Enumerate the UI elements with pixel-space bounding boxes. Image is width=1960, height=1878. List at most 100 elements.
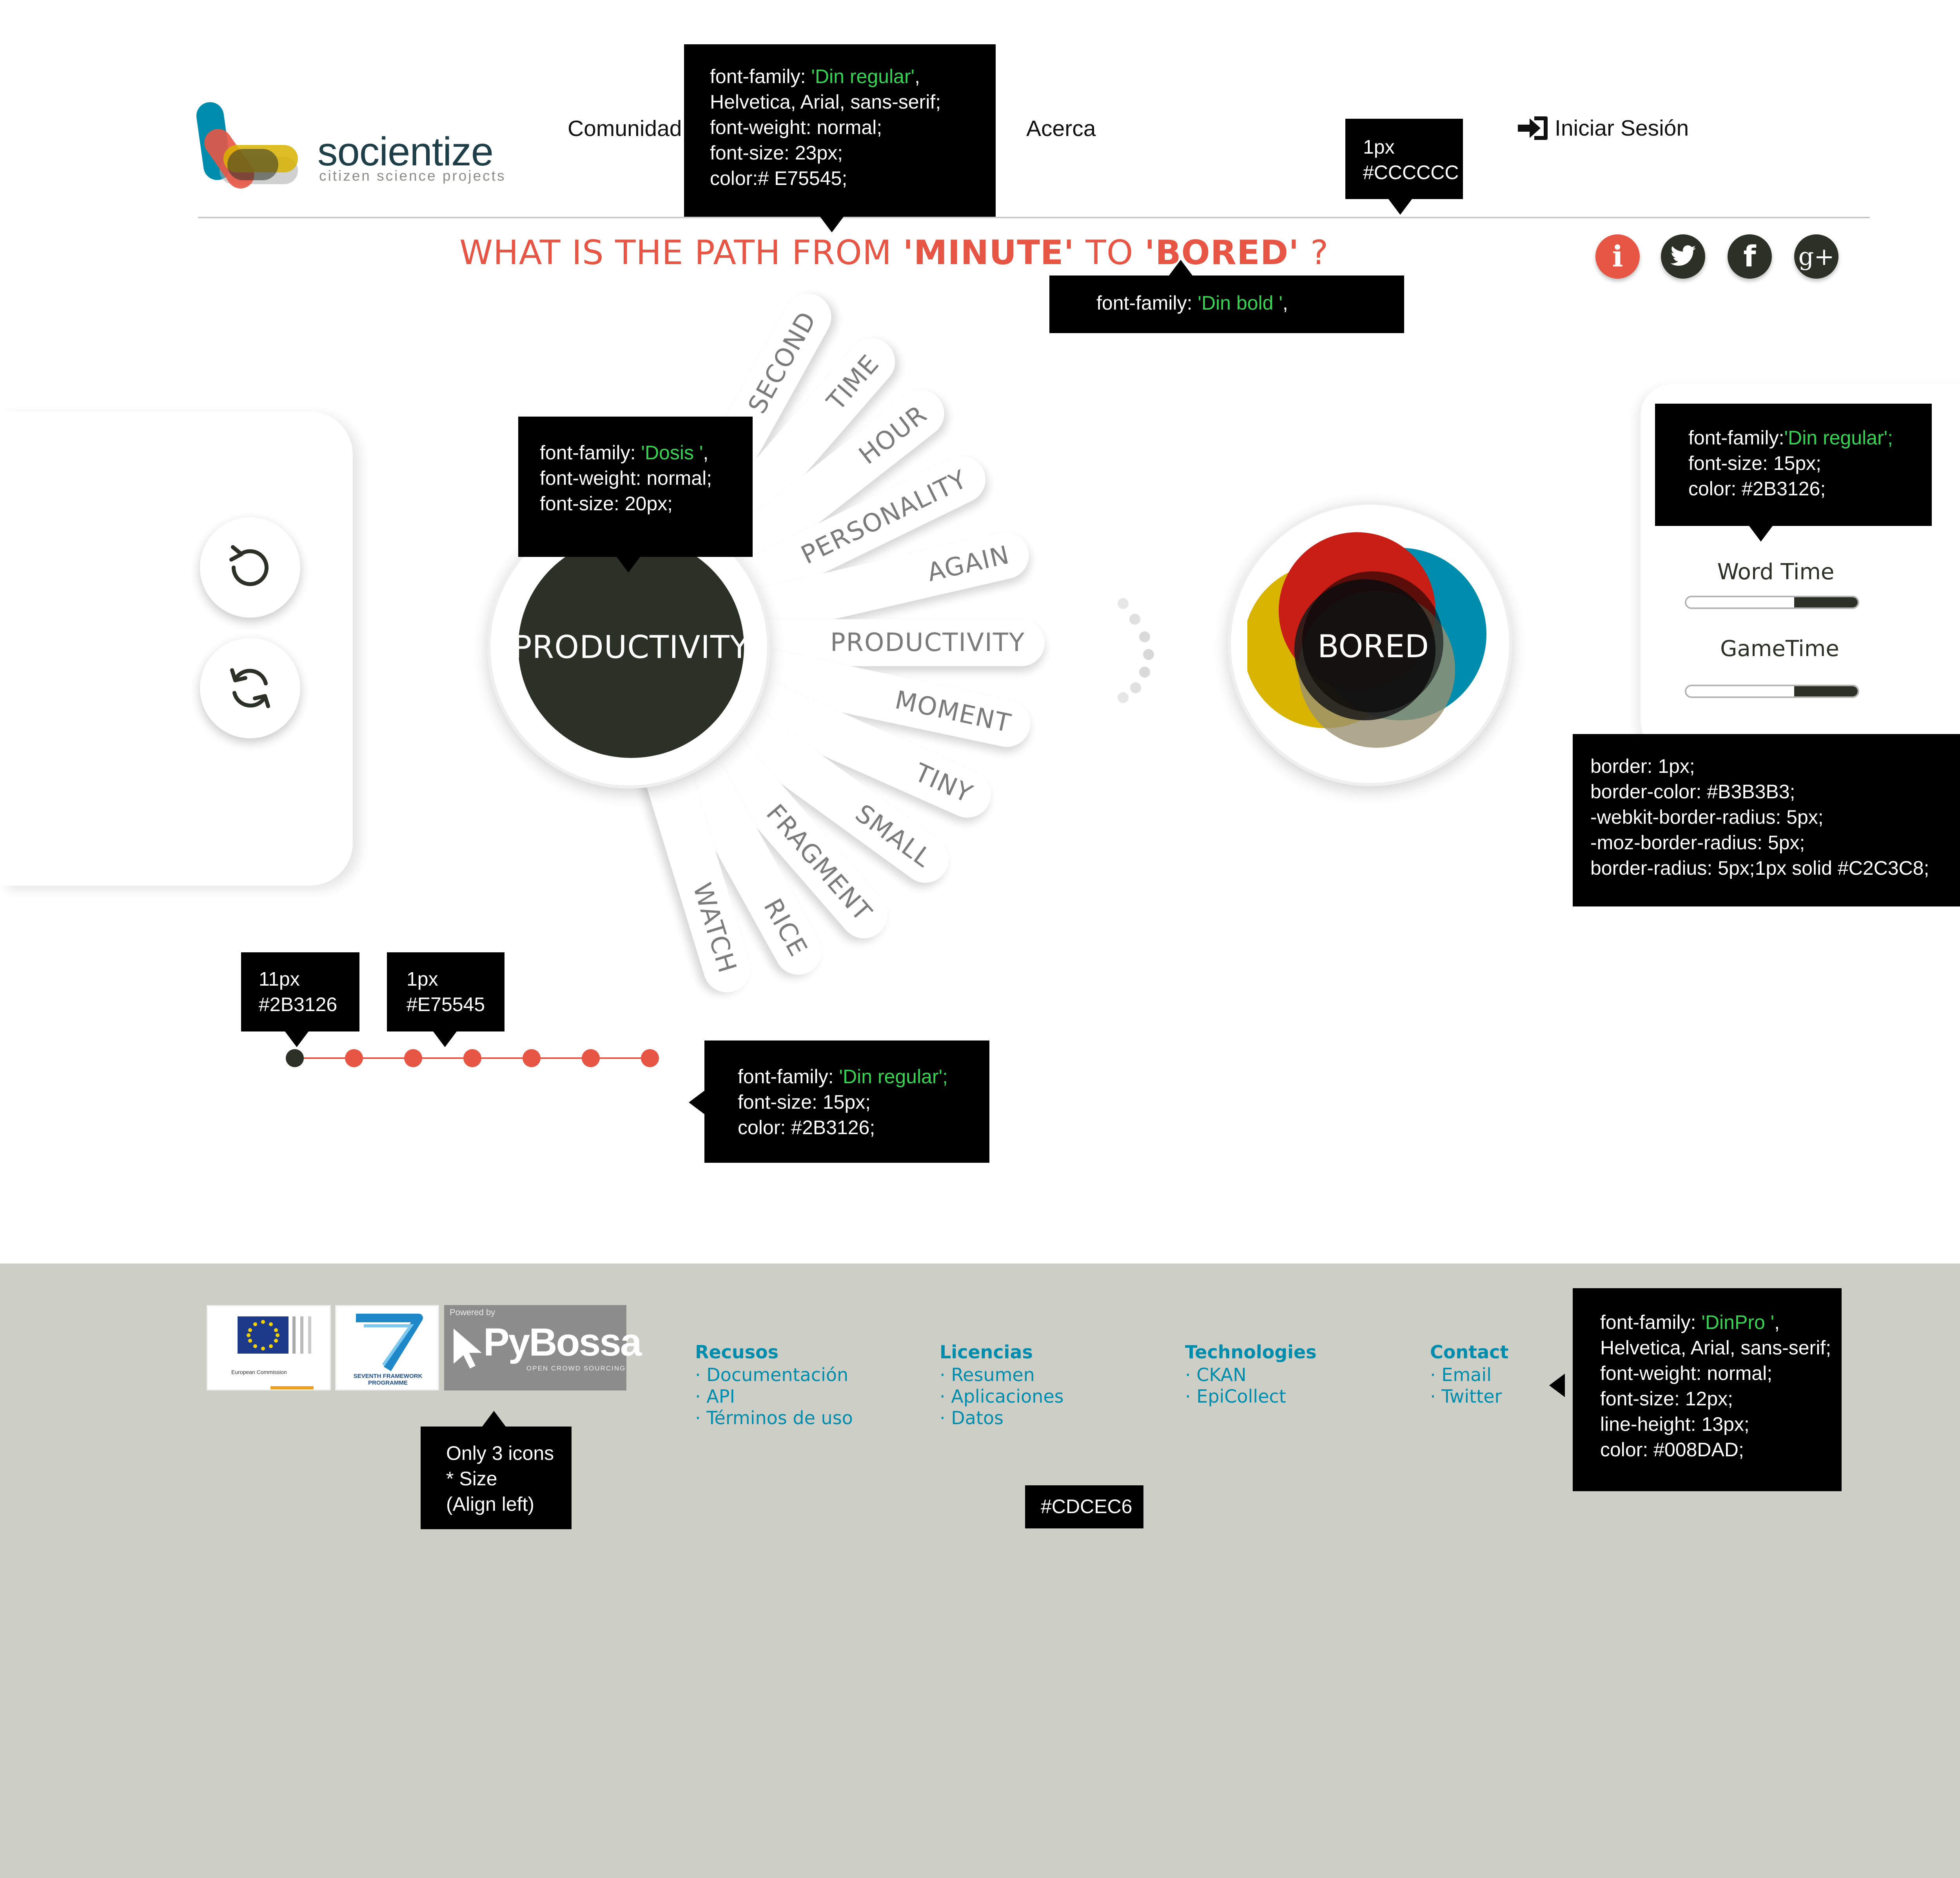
footer-link[interactable]: · Datos xyxy=(940,1407,1064,1429)
path-node[interactable] xyxy=(345,1049,363,1067)
info-icon: i xyxy=(1612,239,1623,274)
target-word-graphic xyxy=(1247,532,1486,748)
eu-logo-caption: European Commission xyxy=(231,1369,287,1375)
google-plus-icon: g+ xyxy=(1798,242,1835,271)
annotation-highlight: 'Din regular'; xyxy=(1784,427,1893,449)
title-middle: TO xyxy=(1074,233,1145,272)
annotation-text: color: #2B3126; xyxy=(1688,478,1826,500)
footer-link-bullet: · xyxy=(940,1364,951,1385)
pybossa-tagline: OPEN CROWD SOURCING xyxy=(526,1365,626,1372)
footer-link-bullet: · xyxy=(695,1386,707,1407)
undo-button[interactable] xyxy=(200,517,300,618)
progress-dots-icon xyxy=(1118,598,1154,703)
footer-link-bullet: · xyxy=(940,1386,951,1407)
annotation-line-spec: 1px #E75545 xyxy=(387,952,505,1031)
google-plus-button[interactable]: g+ xyxy=(1794,234,1838,279)
annotation-text: font-family: xyxy=(1600,1311,1702,1333)
footer-link-bullet: · xyxy=(940,1407,951,1428)
annotation-text: 1px xyxy=(1363,136,1395,158)
annotation-highlight: 'Din regular' xyxy=(811,65,915,87)
annotation-pointer xyxy=(689,1091,704,1114)
footer-link[interactable]: · API xyxy=(695,1386,853,1407)
annotation-nav-font: font-family: 'Din regular', Helvetica, A… xyxy=(684,44,996,217)
restart-button[interactable] xyxy=(200,638,300,738)
footer-link[interactable]: · Documentación xyxy=(695,1364,853,1386)
annotation-text: 1px xyxy=(407,968,438,990)
footer-link[interactable]: · Aplicaciones xyxy=(940,1386,1064,1407)
word-time-bar xyxy=(1685,596,1859,609)
annotation-text: font-weight: normal; xyxy=(540,467,712,489)
annotation-text: , xyxy=(1774,1311,1780,1333)
path-node[interactable] xyxy=(582,1049,600,1067)
footer-link[interactable]: · Twitter xyxy=(1430,1386,1508,1407)
annotation-icons-note: Only 3 icons * Size (Align left) xyxy=(421,1427,572,1529)
footer-link-label: Documentación xyxy=(706,1364,849,1385)
word-option-label: PRODUCTIVITY xyxy=(830,628,1025,657)
word-time-label: Word Time xyxy=(1717,559,1835,585)
footer-link-bullet: · xyxy=(1185,1364,1197,1385)
annotation-highlight: 'DinPro ' xyxy=(1701,1311,1775,1333)
annotation-text: font-weight: normal; xyxy=(710,116,882,138)
facebook-button[interactable]: f xyxy=(1728,234,1772,279)
footer-link-label: Datos xyxy=(951,1407,1004,1428)
path-node[interactable] xyxy=(523,1049,541,1067)
twitter-icon xyxy=(1670,245,1696,266)
pybossa-cursor-icon xyxy=(454,1329,482,1369)
annotation-text: border-radius: 5px;1px solid #C2C3C8; xyxy=(1590,857,1929,879)
page-title: WHAT IS THE PATH FROM 'MINUTE' TO 'BORED… xyxy=(459,236,1328,270)
annotation-dot-spec: 11px #2B3126 xyxy=(241,952,359,1031)
annotation-text: * Size xyxy=(446,1468,497,1490)
annotation-text: line-height: 13px; xyxy=(1600,1413,1749,1435)
pybossa-powered-by: Powered by xyxy=(450,1307,495,1317)
title-to-word: 'BORED' xyxy=(1144,233,1299,272)
annotation-words-font: font-family: 'Din regular'; font-size: 1… xyxy=(704,1041,989,1163)
title-suffix: ? xyxy=(1299,233,1329,272)
footer-link-label: EpiCollect xyxy=(1196,1386,1286,1407)
path-node-current[interactable] xyxy=(286,1049,304,1067)
annotation-footer-bg: #CDCEC6 xyxy=(1025,1485,1143,1528)
annotation-text: , xyxy=(915,65,920,87)
title-prefix: WHAT IS THE PATH FROM xyxy=(459,233,903,272)
login-link[interactable]: Iniciar Sesión xyxy=(1516,114,1689,142)
logo[interactable]: socientize citizen science projects xyxy=(196,98,510,200)
eu-logo-stripe xyxy=(270,1386,314,1389)
fp7-logo[interactable]: SEVENTH FRAMEWORK PROGRAMME xyxy=(335,1305,439,1390)
annotation-text: font-weight: normal; xyxy=(1600,1362,1773,1384)
annotation-text: color: #2B3126; xyxy=(738,1117,875,1138)
current-word: PRODUCTIVITY xyxy=(513,536,749,758)
footer-link[interactable]: · EpiCollect xyxy=(1185,1386,1316,1407)
nav-comunidad[interactable]: Comunidad xyxy=(568,116,682,141)
annotation-text: Helvetica, Arial, sans-serif; xyxy=(710,91,941,113)
footer-link[interactable]: · CKAN xyxy=(1185,1364,1316,1386)
logo-text: socientize xyxy=(318,129,494,174)
footer-link-bullet: · xyxy=(695,1364,707,1385)
info-button[interactable]: i xyxy=(1595,234,1640,279)
annotation-text: -moz-border-radius: 5px; xyxy=(1590,832,1805,854)
annotation-text: #E75545 xyxy=(407,993,485,1015)
path-node[interactable] xyxy=(463,1049,481,1067)
footer-link-label: Email xyxy=(1441,1364,1492,1385)
twitter-button[interactable] xyxy=(1661,234,1705,279)
footer-link[interactable]: · Email xyxy=(1430,1364,1508,1386)
footer-link-bullet: · xyxy=(1430,1386,1442,1407)
footer-column-title: Licencias xyxy=(940,1341,1033,1363)
undo-icon xyxy=(229,545,269,586)
annotation-border-spec: border: 1px; border-color: #B3B3B3; -web… xyxy=(1573,734,1960,906)
annotation-text: #2B3126 xyxy=(259,993,338,1015)
annotation-text: border-color: #B3B3B3; xyxy=(1590,781,1795,803)
pybossa-logo[interactable]: Powered by PyBossa OPEN CROWD SOURCING xyxy=(444,1305,642,1390)
annotation-dosis-font: font-family: 'Dosis ', font-weight: norm… xyxy=(518,417,753,557)
footer-column: Contact · Email · Twitter xyxy=(1430,1343,1508,1407)
annotation-text: font-size: 15px; xyxy=(738,1091,871,1113)
annotation-text: font-size: 20px; xyxy=(540,493,673,515)
annotation-pointer xyxy=(820,217,844,232)
annotation-text: Helvetica, Arial, sans-serif; xyxy=(1600,1337,1831,1359)
path-node[interactable] xyxy=(641,1049,659,1067)
footer-column: Technologies · CKAN · EpiCollect xyxy=(1185,1343,1316,1407)
nav-acerca[interactable]: Acerca xyxy=(1026,116,1096,141)
eu-flag-icon xyxy=(238,1316,311,1354)
path-node[interactable] xyxy=(404,1049,422,1067)
footer-link[interactable]: · Resumen xyxy=(940,1364,1064,1386)
eu-logo[interactable]: European Commission xyxy=(207,1305,331,1390)
footer-link[interactable]: · Términos de uso xyxy=(695,1407,853,1429)
